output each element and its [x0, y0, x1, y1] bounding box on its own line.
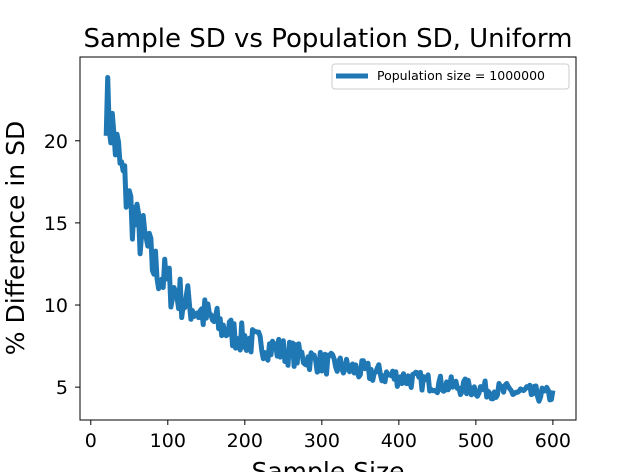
axis-ticks: 0 100 200 300 400 500 600 5 10 15 20: [44, 131, 571, 452]
x-tick-label: 0: [85, 430, 97, 452]
plot-area: [103, 75, 556, 404]
x-axis-label: Sample Size: [251, 457, 404, 472]
y-axis-label: % Difference in SD: [1, 121, 30, 355]
axes-frame: [79, 56, 577, 421]
x-tick-label: 200: [227, 430, 263, 452]
x-tick-label: 300: [304, 430, 340, 452]
chart-title: Sample SD vs Population SD, Uniform: [83, 24, 572, 54]
x-tick-label: 500: [458, 430, 494, 452]
y-tick-label: 15: [44, 213, 68, 235]
y-tick-label: 5: [56, 377, 68, 399]
x-tick-label: 100: [150, 430, 186, 452]
x-tick-label: 600: [535, 430, 571, 452]
y-tick-label: 20: [44, 131, 68, 153]
legend-box: [331, 63, 570, 90]
series-line: [103, 75, 556, 404]
x-tick-label: 400: [381, 430, 417, 452]
y-tick-label: 10: [44, 295, 68, 317]
legend-label: Population size = 1000000: [377, 68, 545, 83]
legend: Population size = 1000000: [331, 63, 570, 90]
